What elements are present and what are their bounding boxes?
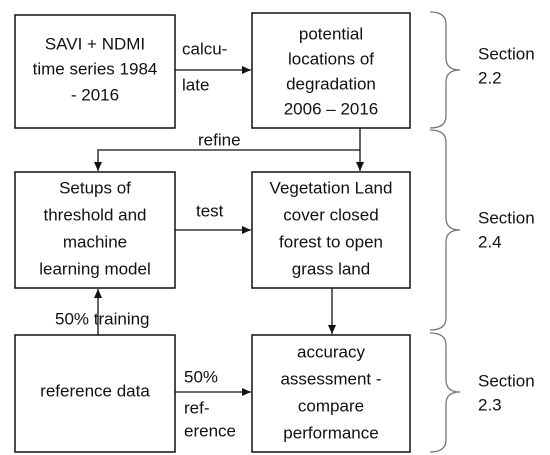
box-input (14, 14, 176, 129)
node-text: - 2016 (71, 85, 119, 104)
box-accuracy (251, 334, 411, 453)
box-reference (14, 334, 176, 453)
node-text: learning model (39, 259, 151, 278)
node-text: Setups of (59, 178, 131, 197)
node-text: Vegetation Land (270, 178, 393, 197)
node-text: compare (298, 396, 364, 415)
section-label: Section (478, 208, 535, 227)
edge-label: calcu- (182, 39, 227, 58)
section-label: 2.3 (478, 395, 502, 414)
section-label: Section (478, 371, 535, 390)
edge-label: 50% (184, 367, 218, 386)
node-text: assessment - (280, 369, 381, 388)
box-potential (251, 12, 411, 129)
section-label: 2.2 (478, 68, 502, 87)
edge-label: refine (198, 130, 241, 149)
section-label: 2.4 (478, 232, 502, 251)
box-vegetation (251, 171, 411, 289)
node-text: potential (299, 24, 363, 43)
node-text: reference data (40, 381, 150, 400)
node-text: 2006 – 2016 (284, 99, 379, 118)
brace (429, 129, 461, 331)
brace (429, 332, 461, 453)
node-text: locations of (288, 49, 374, 68)
edge-label: late (182, 75, 209, 94)
arrow (94, 149, 360, 171)
node-text: accuracy (297, 342, 366, 361)
node-text: degradation (286, 74, 376, 93)
node-text: machine (63, 232, 127, 251)
node-text: forest to open (279, 232, 383, 251)
edge-label: ref- (184, 398, 210, 417)
node-text: performance (283, 423, 378, 442)
node-text: time series 1984 (33, 59, 158, 78)
node-text: threshold and (43, 205, 146, 224)
box-setups (14, 171, 176, 289)
node-text: cover closed (283, 205, 378, 224)
brace (429, 11, 461, 129)
edge-label: test (196, 201, 224, 220)
node-text: grass land (292, 259, 370, 278)
edge-label: 50% training (55, 309, 150, 328)
node-text: SAVI + NDMI (45, 34, 145, 53)
section-label: Section (478, 44, 535, 63)
edge-label: erence (184, 421, 236, 440)
